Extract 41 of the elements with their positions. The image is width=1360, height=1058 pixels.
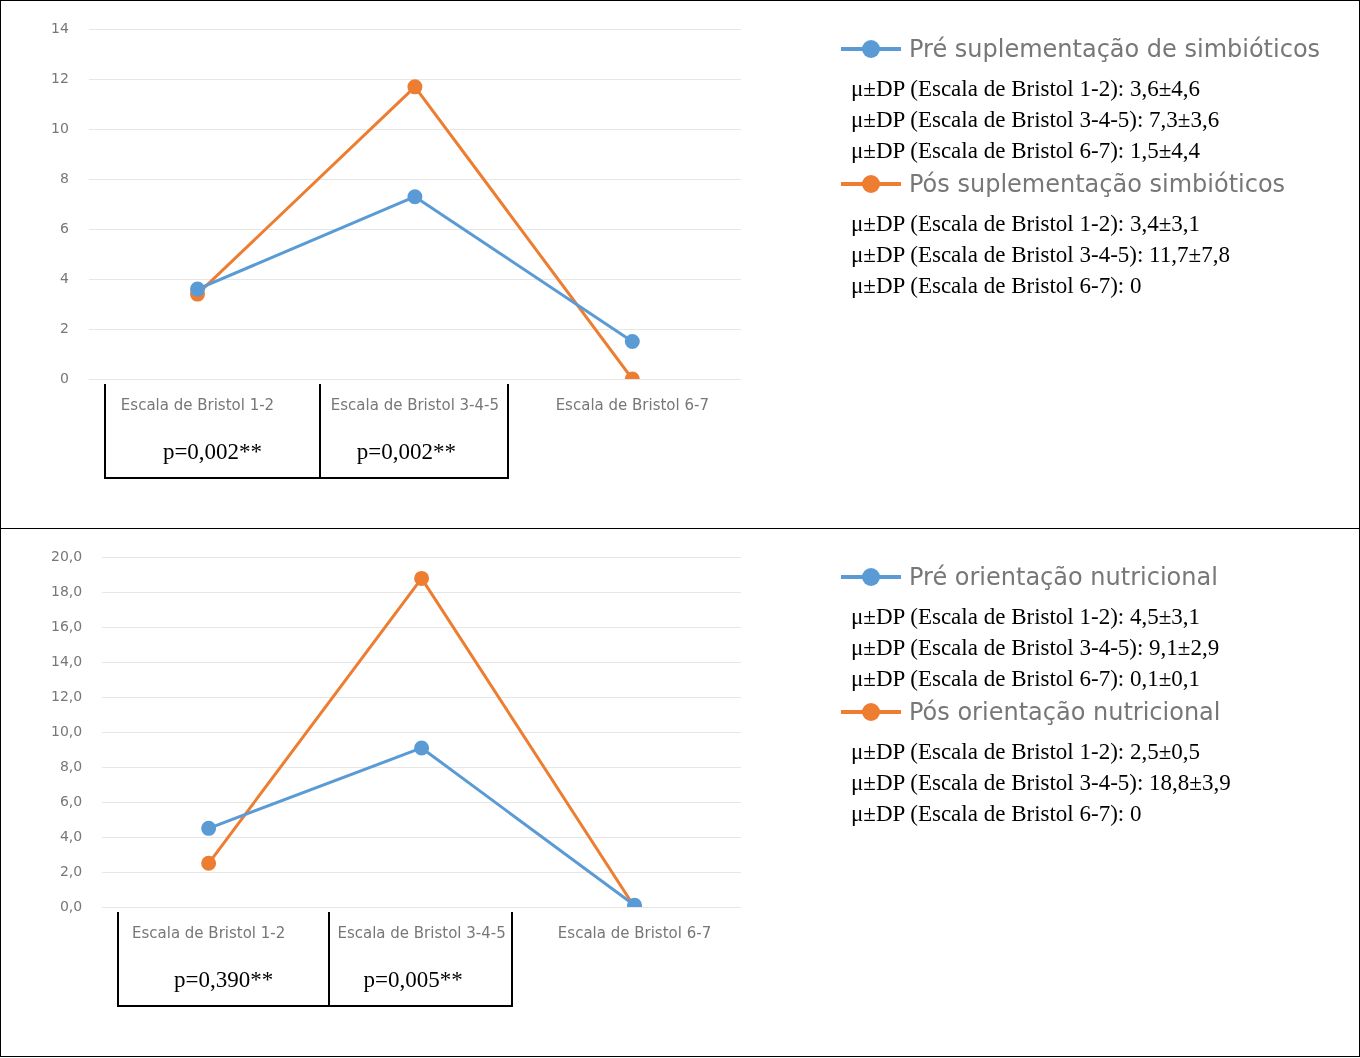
x-tick-label: Escala de Bristol 3-4-5 — [330, 395, 500, 414]
y-tick-label: 20,0 — [51, 548, 83, 565]
text: μ±DP (Escala de Bristol 3-4-5): 18,8±3,9 — [851, 769, 1231, 797]
x-tick-label: Escala de Bristol 1-2 — [131, 923, 286, 942]
y-tick-label: 8,0 — [59, 757, 83, 774]
y-tick-label: 2,0 — [59, 862, 83, 879]
text: μ±DP (Escala de Bristol 6-7): 0,1±0,1 — [851, 665, 1202, 693]
x-tick-label: Escala de Bristol 6-7 — [557, 923, 712, 942]
y-tick-label: 14 — [50, 20, 69, 37]
y-tick-label: 8 — [59, 169, 69, 186]
legend-label: Pós suplementação simbióticos — [909, 170, 1286, 198]
y-tick-label: 4 — [59, 269, 69, 286]
x-tick-label: Escala de Bristol 1-2 — [120, 395, 275, 414]
y-tick-label: 0,0 — [59, 897, 83, 914]
legend-label: Pré orientação nutricional — [909, 563, 1218, 591]
y-tick-label: 14,0 — [51, 652, 83, 669]
y-tick-label: 12,0 — [51, 687, 83, 704]
text: μ±DP (Escala de Bristol 1-2): 3,4±3,1 — [851, 210, 1202, 238]
y-tick-label: 10 — [50, 119, 69, 136]
text: μ±DP (Escala de Bristol 1-2): 3,6±4,6 — [851, 75, 1202, 103]
y-tick-label: 16,0 — [51, 617, 83, 634]
legend-label: Pré suplementação de simbióticos — [909, 35, 1321, 63]
legend-label: Pós orientação nutricional — [909, 698, 1221, 726]
y-tick-label: 6 — [59, 219, 69, 236]
text: μ±DP (Escala de Bristol 1-2): 2,5±0,5 — [851, 738, 1202, 766]
y-tick-label: 0 — [59, 369, 69, 386]
text: μ±DP (Escala de Bristol 6-7): 0 — [851, 800, 1143, 828]
text: μ±DP (Escala de Bristol 3-4-5): 7,3±3,6 — [851, 106, 1221, 134]
x-tick-label: Escala de Bristol 6-7 — [555, 395, 709, 414]
text: μ±DP (Escala de Bristol 6-7): 1,5±4,4 — [851, 137, 1202, 165]
text: μ±DP (Escala de Bristol 1-2): 4,5±3,1 — [851, 603, 1202, 631]
y-tick-label: 4,0 — [59, 827, 83, 844]
text: μ±DP (Escala de Bristol 3-4-5): 11,7±7,8 — [851, 241, 1231, 269]
text: μ±DP (Escala de Bristol 6-7): 0 — [851, 272, 1143, 300]
y-tick-label: 18,0 — [51, 583, 83, 599]
text: μ±DP (Escala de Bristol 3-4-5): 9,1±2,9 — [851, 634, 1221, 662]
y-tick-label: 12 — [50, 69, 69, 86]
x-tick-label: Escala de Bristol 3-4-5 — [337, 923, 506, 942]
y-tick-label: 10,0 — [51, 722, 83, 739]
y-tick-label: 6,0 — [59, 792, 83, 809]
y-tick-label: 2 — [59, 319, 69, 336]
